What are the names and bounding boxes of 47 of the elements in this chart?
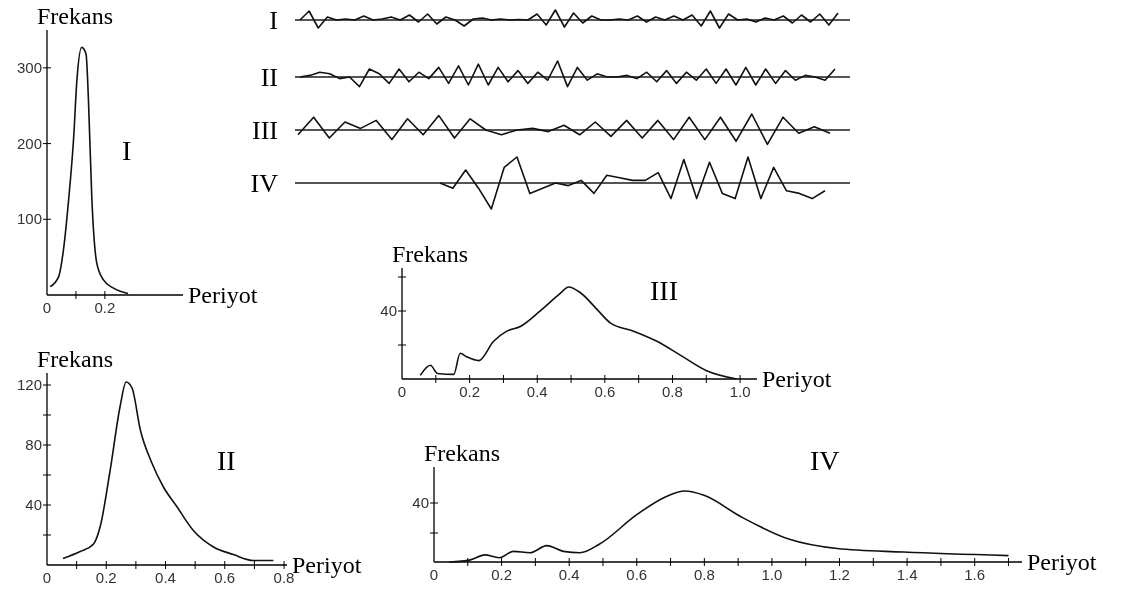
x-tick-label: 0.8 [662, 383, 683, 400]
x-tick-label: 1.4 [896, 566, 918, 583]
annotation: I [122, 135, 132, 166]
chart-title: III [252, 116, 278, 145]
x-tick-label: 0 [397, 383, 407, 400]
x-tick-label: 0.2 [94, 299, 116, 316]
text: IV [250, 169, 279, 198]
y-tick-label: 80 [25, 436, 42, 453]
x-tick-label: 0 [42, 569, 52, 586]
x-tick-label: 1.2 [829, 566, 850, 583]
text: IV [810, 445, 840, 476]
y-axis-title: Frekans [392, 241, 468, 267]
y-tick-label: 300 [16, 58, 42, 76]
x-tick-label: 0.4 [558, 566, 580, 583]
line-series [49, 46, 129, 295]
x-axis-title: Periyot [292, 552, 362, 578]
x-tick-label: 1.6 [964, 566, 986, 583]
x-axis-title: Periyot [762, 366, 832, 392]
text: 40 [412, 494, 429, 511]
x-tick-label: 0.6 [594, 383, 616, 400]
x-tick-label: 0.2 [491, 566, 513, 583]
y-tick-label: 200 [16, 134, 42, 152]
x-axis-title: Periyot [1027, 549, 1097, 575]
x-tick-label: 0.2 [459, 383, 481, 400]
text: 40 [380, 302, 397, 319]
x-tick-label: 0 [429, 566, 439, 583]
x-tick-label: 0 [42, 299, 52, 316]
y-axis-title: Frekans [37, 346, 113, 372]
y-axis-title: Frekans [424, 440, 500, 466]
x-tick-label: 1.0 [729, 383, 751, 400]
chart-title: II [260, 63, 278, 92]
x-tick-label: 1.0 [761, 566, 783, 583]
annotation: III [650, 275, 678, 306]
x-tick-label: 0.6 [626, 566, 648, 583]
line-series [62, 381, 275, 562]
y-tick-label: 40 [25, 496, 42, 513]
x-tick-label: 0.2 [95, 569, 117, 586]
x-tick-label: 0.4 [155, 569, 176, 586]
x-axis-title: Periyot [188, 282, 258, 308]
y-tick-label: 120 [16, 376, 42, 393]
x-tick-label: 0.6 [214, 569, 236, 586]
chart-title: I [269, 6, 278, 35]
x-tick-label: 0.8 [693, 566, 715, 583]
y-tick-label: 100 [16, 210, 42, 228]
y-axis-title: Frekans [37, 3, 113, 29]
x-tick-label: 0.4 [526, 383, 548, 400]
annotation: II [217, 445, 236, 476]
